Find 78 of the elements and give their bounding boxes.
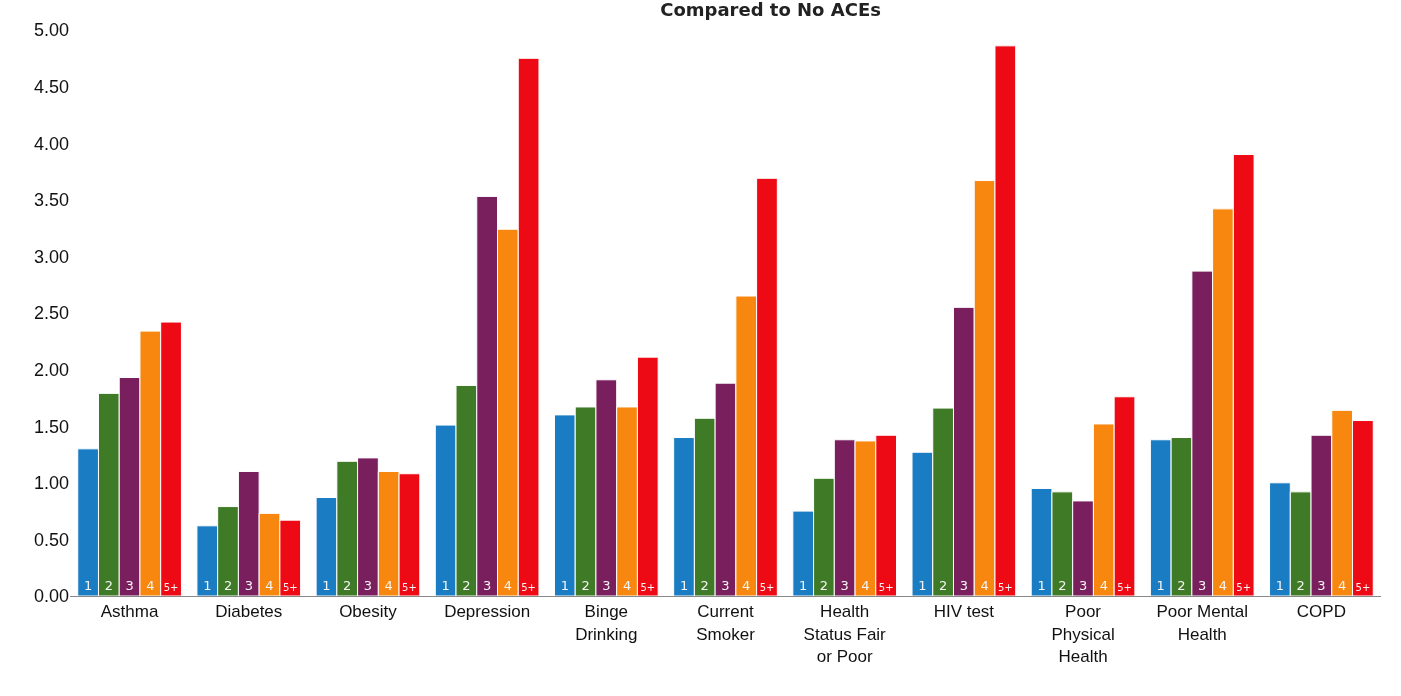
x-tick-label: HIV test — [933, 602, 995, 622]
x-tick-label: Poor Physical Health — [1051, 602, 1115, 666]
text: 4 — [384, 578, 393, 593]
x-tick-label: COPD — [1296, 602, 1346, 622]
text: 4 — [1218, 578, 1228, 593]
text: 5+ — [282, 581, 298, 593]
series-label: 5+ — [163, 581, 179, 593]
text: 4 — [1338, 578, 1347, 593]
text: 2 — [1177, 578, 1186, 593]
x-tick-label: Depression — [444, 602, 531, 622]
y-tick-label: 0.50 — [33, 529, 69, 550]
text: 3 — [721, 578, 730, 593]
text: 1 — [1037, 578, 1046, 593]
text: 4 — [861, 578, 870, 593]
y-tick-label: 2.50 — [33, 303, 69, 324]
text: 1 — [918, 578, 927, 593]
text: 2 — [462, 578, 471, 593]
text: 5+ — [997, 581, 1013, 593]
x-tick-label: Diabetes — [215, 602, 283, 622]
text: 1 — [322, 578, 331, 593]
x-tick-label: Asthma — [100, 602, 159, 622]
text: 4 — [265, 578, 274, 593]
y-tick-label: 4.50 — [33, 76, 69, 97]
x-tick-label: Binge Drinking — [575, 602, 638, 644]
text: 4 — [503, 578, 513, 593]
y-tick-label: 3.50 — [33, 190, 69, 211]
text: 2 — [1058, 578, 1067, 593]
text: 1 — [441, 578, 450, 593]
text: 2 — [1296, 578, 1305, 593]
text: 5+ — [759, 581, 775, 593]
series-label: 1 — [83, 578, 93, 593]
text: 4 — [742, 578, 751, 593]
text: 1 — [203, 578, 212, 593]
text: 3 — [840, 578, 849, 593]
x-tick-label: Health Status Fair or Poor — [803, 602, 887, 666]
text: 1 — [799, 578, 808, 593]
text: 4 — [622, 578, 632, 593]
text: 2 — [223, 578, 233, 593]
y-tick-label: 4.00 — [33, 133, 69, 154]
text: 1 — [560, 578, 569, 593]
text: 4 — [980, 578, 989, 593]
text: 3 — [1317, 578, 1326, 593]
text: 3 — [1198, 578, 1207, 593]
text: 1 — [1156, 578, 1165, 593]
text: 1 — [679, 578, 689, 593]
y-tick-label: 0.00 — [33, 586, 69, 607]
y-tick-label: 2.00 — [33, 359, 69, 380]
text: 3 — [959, 578, 968, 593]
text: 3 — [244, 578, 253, 593]
text: 5+ — [1355, 581, 1371, 593]
x-tick-label: Obesity — [339, 602, 398, 622]
x-tick-label: Current Smoker — [696, 602, 756, 644]
text: 2 — [343, 578, 352, 593]
text: 5+ — [1117, 581, 1132, 593]
text: 2 — [700, 578, 709, 593]
series-label: 4 — [146, 578, 155, 593]
text: 2 — [819, 578, 829, 593]
text: 3 — [483, 578, 492, 593]
text: 5+ — [878, 581, 894, 593]
series-label: 3 — [125, 578, 134, 593]
text: 5+ — [640, 581, 656, 593]
y-tick-label: 1.50 — [33, 416, 69, 437]
series-label: 2 — [104, 578, 113, 593]
text: 4 — [1099, 578, 1108, 593]
y-tick-label: 3.00 — [33, 246, 69, 267]
text: 5+ — [521, 581, 536, 593]
x-tick-label: Poor Mental Health — [1156, 602, 1249, 644]
text: 5+ — [1236, 581, 1252, 593]
text: 3 — [602, 578, 611, 593]
text: 5+ — [402, 581, 417, 593]
text: 2 — [581, 578, 590, 593]
chart-title: Compared to No ACEs — [660, 0, 881, 21]
y-tick-label: 1.00 — [33, 473, 69, 494]
y-tick-label: 5.00 — [33, 20, 69, 41]
text: 1 — [1275, 578, 1285, 593]
text: 3 — [363, 578, 373, 593]
text: 2 — [938, 578, 948, 593]
text: 3 — [1078, 578, 1088, 593]
